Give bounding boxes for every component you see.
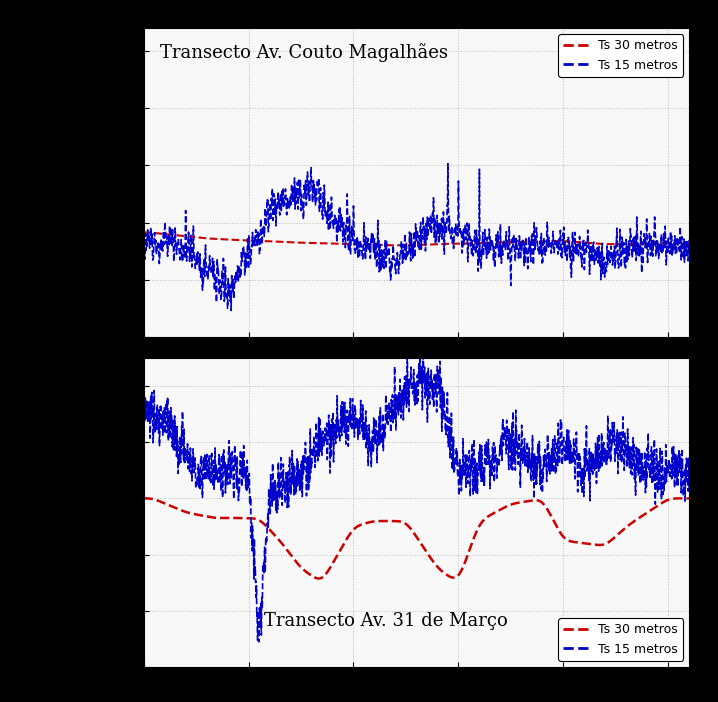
Ts 30 metros xyxy=(163,501,172,509)
Ts 30 metros xyxy=(515,498,523,507)
Ts 30 metros xyxy=(170,231,179,239)
Legend: Ts 30 metros, Ts 15 metros: Ts 30 metros, Ts 15 metros xyxy=(559,618,683,661)
Ts 30 metros xyxy=(564,237,572,246)
Ts 15 metros xyxy=(564,237,572,245)
Text: Transecto Av. Couto Magalhães: Transecto Av. Couto Magalhães xyxy=(160,44,448,62)
Ts 15 metros xyxy=(163,396,172,404)
Text: Transecto Av. 31 de Março: Transecto Av. 31 de Março xyxy=(264,612,508,630)
Ts 15 metros xyxy=(544,463,553,472)
Ts 30 metros xyxy=(139,494,148,503)
Bar xyxy=(115,246,129,526)
Line: Ts 30 metros: Ts 30 metros xyxy=(144,232,689,245)
Ts 30 metros xyxy=(498,238,507,246)
Ts 30 metros xyxy=(391,241,399,249)
Ts 30 metros xyxy=(314,574,323,583)
Ts 30 metros xyxy=(685,494,694,503)
Line: Ts 30 metros: Ts 30 metros xyxy=(144,498,689,578)
Ts 15 metros xyxy=(214,264,223,272)
Ts 15 metros xyxy=(164,435,172,443)
Legend: Ts 30 metros, Ts 15 metros: Ts 30 metros, Ts 15 metros xyxy=(559,34,683,77)
Ts 15 metros xyxy=(227,306,236,314)
Ts 30 metros xyxy=(164,501,172,509)
Ts 15 metros xyxy=(498,250,507,258)
Ts 15 metros xyxy=(515,438,523,446)
Line: Ts 15 metros: Ts 15 metros xyxy=(144,164,689,310)
Ts 30 metros xyxy=(544,508,553,516)
Ts 30 metros xyxy=(214,234,223,243)
Ts 30 metros xyxy=(139,228,148,237)
Ts 30 metros xyxy=(685,239,694,247)
Ts 15 metros xyxy=(444,159,452,168)
Line: Ts 15 metros: Ts 15 metros xyxy=(144,352,689,642)
Ts 15 metros xyxy=(254,637,263,646)
Ts 15 metros xyxy=(260,232,269,240)
Ts 15 metros xyxy=(575,234,584,242)
Ts 30 metros xyxy=(350,524,359,532)
Ts 15 metros xyxy=(416,348,424,357)
Ts 15 metros xyxy=(685,484,694,492)
Ts 30 metros xyxy=(575,238,584,246)
Ts 15 metros xyxy=(139,423,148,431)
Ts 15 metros xyxy=(350,404,359,413)
Ts 30 metros xyxy=(675,494,684,503)
Ts 15 metros xyxy=(139,260,148,268)
Ts 15 metros xyxy=(685,236,694,244)
Ts 30 metros xyxy=(260,237,269,245)
Ts 15 metros xyxy=(170,248,179,256)
Ts 15 metros xyxy=(675,461,684,469)
